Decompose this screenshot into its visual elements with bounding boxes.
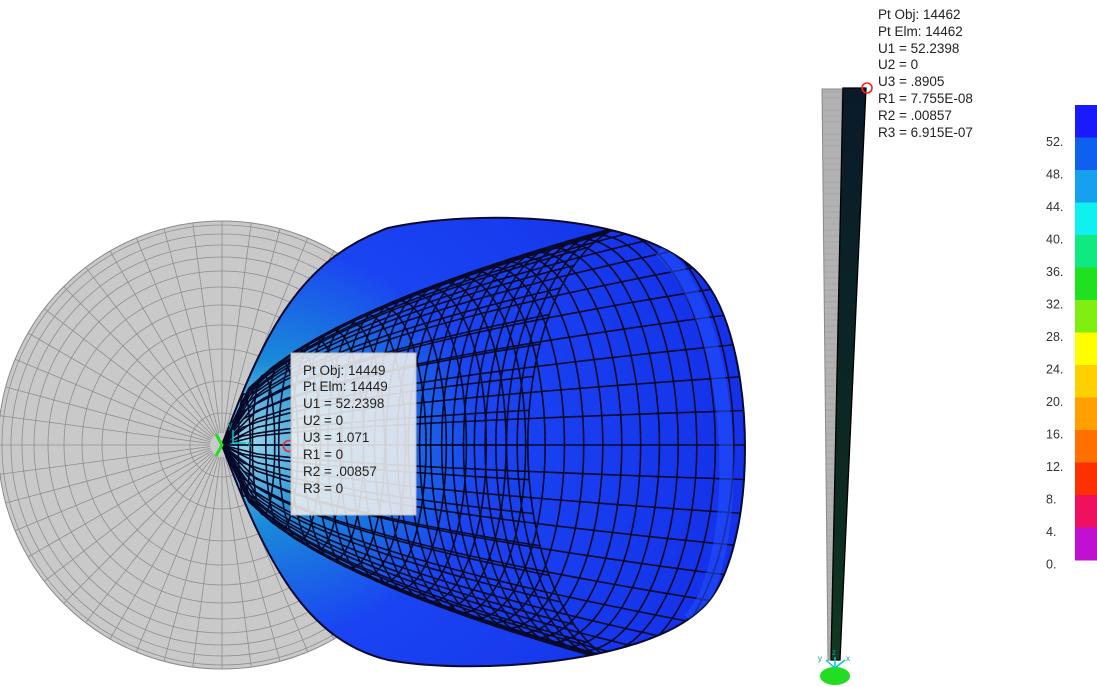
legend-tick-label: 44.	[1046, 200, 1063, 214]
legend-tick-label: 36.	[1046, 265, 1063, 279]
legend-tick-label: 40.	[1046, 233, 1063, 247]
legend-color-band	[1075, 495, 1097, 528]
axis-y-label: y	[228, 420, 233, 430]
legend-color-band	[1075, 398, 1097, 431]
info-line: Pt Elm: 14462	[878, 24, 963, 39]
info-line: R2 = .00857	[878, 108, 952, 123]
legend-color-band	[1075, 430, 1097, 463]
side-view-support	[820, 667, 850, 685]
legend-tick-label: 16.	[1046, 428, 1063, 442]
legend-tick-label: 52.	[1046, 135, 1063, 149]
legend-color-band	[1075, 138, 1097, 171]
legend-color-band	[1075, 203, 1097, 236]
info-line: R1 = 0	[303, 447, 343, 462]
info-line: U1 = 52.2398	[303, 396, 384, 411]
info-line: U2 = 0	[303, 413, 343, 428]
legend-color-band	[1075, 528, 1097, 561]
legend-tick-label: 12.	[1046, 460, 1063, 474]
info-line: U3 = .8905	[878, 74, 944, 89]
legend-tick-label: 24.	[1046, 363, 1063, 377]
legend-color-band	[1075, 235, 1097, 268]
info-line: Pt Obj: 14449	[303, 363, 386, 378]
info-line: R3 = 0	[303, 481, 343, 496]
legend-color-band	[1075, 333, 1097, 366]
info-line: R2 = .00857	[303, 464, 377, 479]
info-line: Pt Elm: 14449	[303, 379, 388, 394]
legend-color-band	[1075, 365, 1097, 398]
info-line: R3 = 6.915E-07	[878, 125, 973, 140]
axis-y-label: y	[818, 654, 822, 663]
info-line: U1 = 52.2398	[878, 41, 959, 56]
legend-color-band	[1075, 268, 1097, 301]
axis-z-label: z	[832, 648, 836, 657]
info-line: R1 = 7.755E-08	[878, 91, 973, 106]
point-info-label: Pt Obj: 14462 Pt Elm: 14462 U1 = 52.2398…	[878, 7, 973, 140]
legend-tick-label: 4.	[1046, 525, 1056, 539]
legend-tick-label: 20.	[1046, 395, 1063, 409]
legend-color-band	[1075, 463, 1097, 496]
legend-tick-label: 28.	[1046, 330, 1063, 344]
legend-color-band	[1075, 105, 1097, 138]
legend-color-band	[1075, 300, 1097, 333]
legend-color-band	[1075, 170, 1097, 203]
info-line: Pt Obj: 14462	[878, 7, 961, 22]
info-line: U2 = 0	[878, 57, 918, 72]
legend-tick-label: 0.	[1046, 558, 1056, 572]
legend-tick-label: 32.	[1046, 298, 1063, 312]
axis-x-label: x	[846, 654, 850, 663]
legend-tick-label: 8.	[1046, 493, 1056, 507]
legend-tick-label: 48.	[1046, 168, 1063, 182]
info-line: U3 = 1.071	[303, 430, 369, 445]
axis-x-label: x	[247, 439, 252, 449]
color-scale-legend: 52. 48. 44. 40. 36. 32. 28. 24. 20. 16. 12. 8. 4. 0.	[1046, 105, 1097, 572]
point-info-tooltip: Pt Obj: 14449 Pt Elm: 14449 U1 = 52.2398…	[291, 353, 416, 515]
